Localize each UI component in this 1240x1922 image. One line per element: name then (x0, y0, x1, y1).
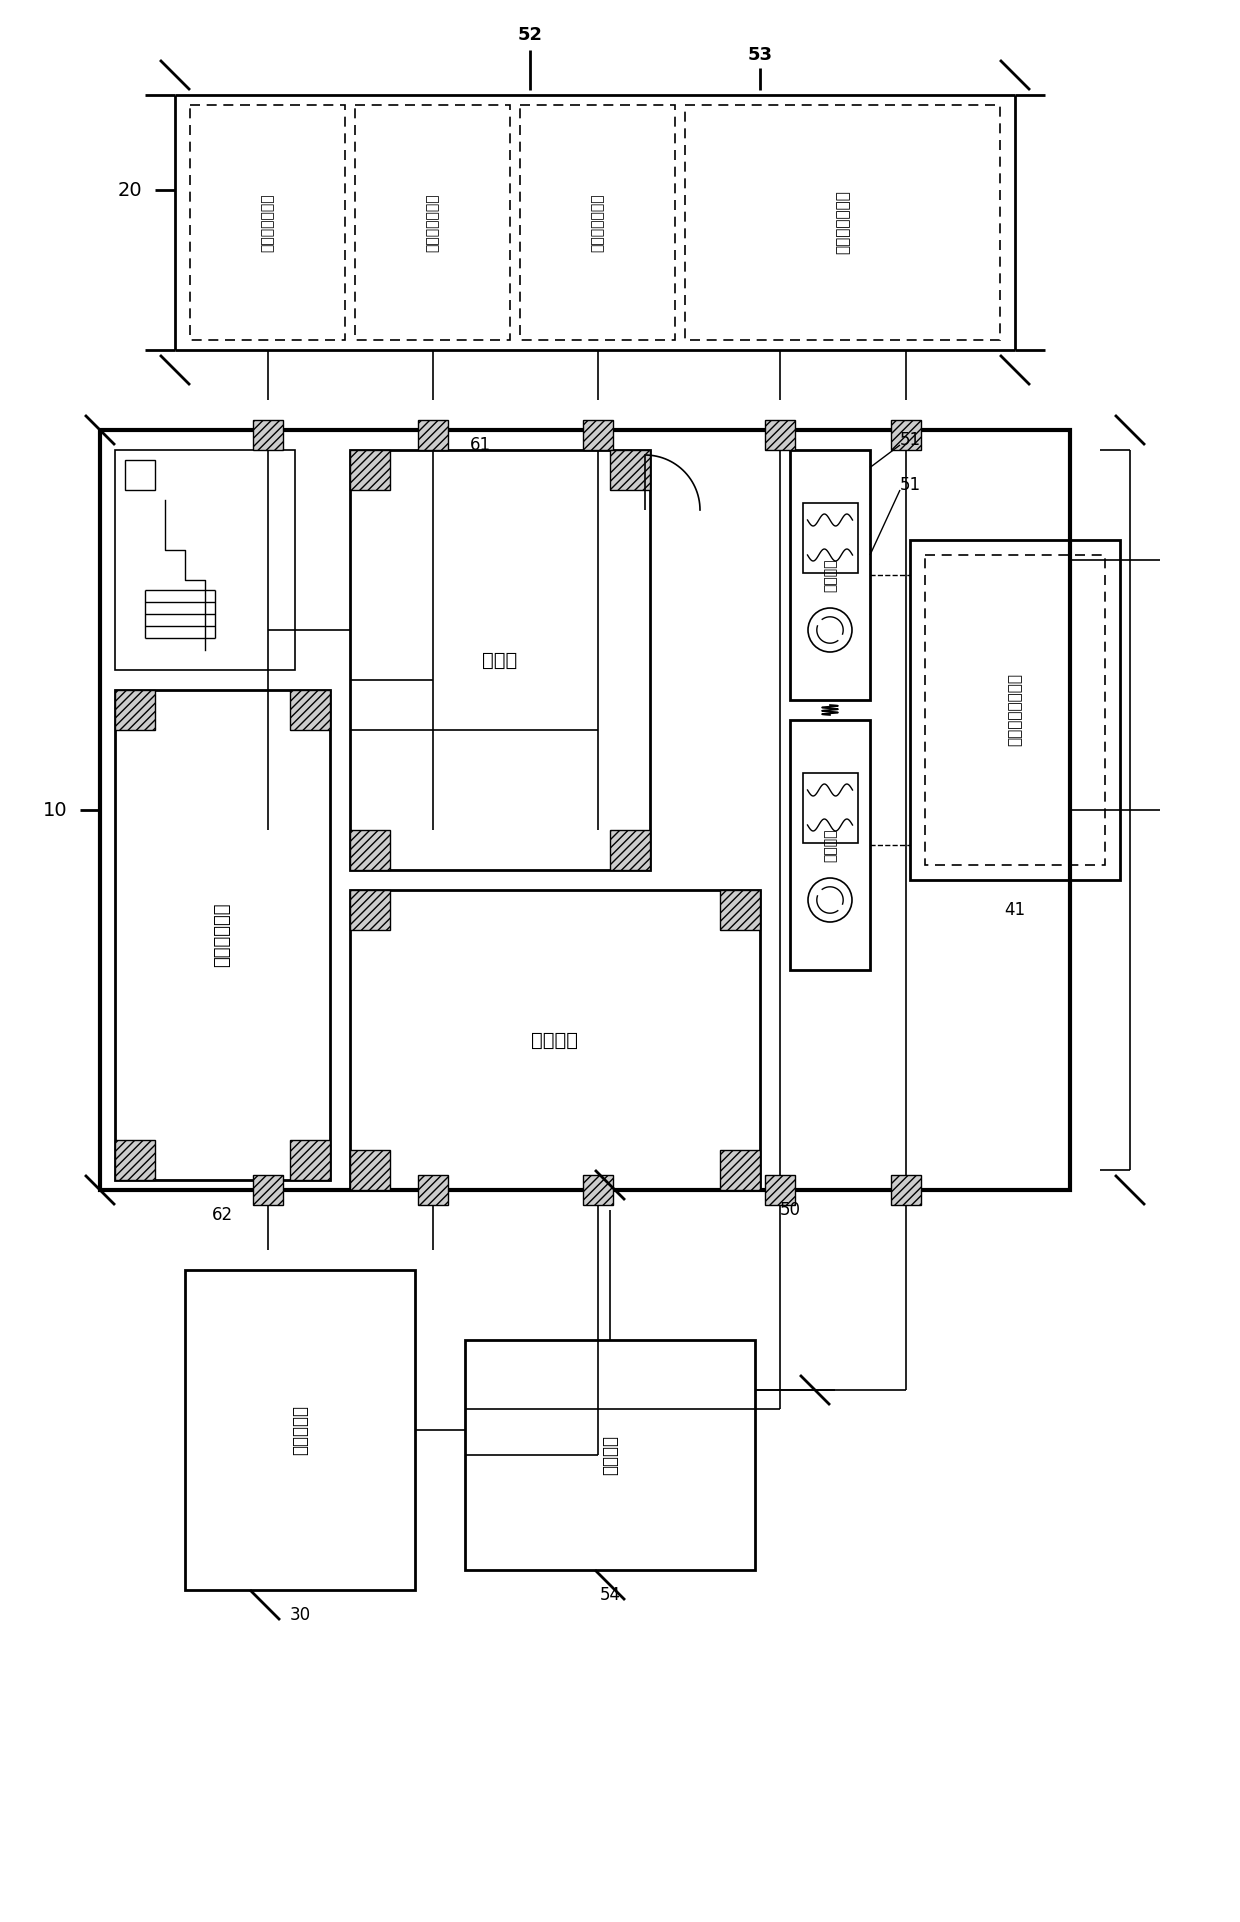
Bar (890, 421, 920, 450)
Bar (100, 431, 1070, 1190)
Bar (790, 450, 870, 700)
Text: 冷却水供应系统: 冷却水供应系统 (835, 190, 849, 254)
Bar (350, 1149, 391, 1190)
Bar (925, 555, 1105, 865)
Bar (350, 830, 391, 871)
Bar (115, 690, 155, 730)
Text: 20: 20 (118, 181, 143, 200)
Bar (765, 421, 795, 450)
Bar (350, 890, 760, 1190)
Text: 补充水供应系统: 补充水供应系统 (590, 194, 605, 252)
Bar (583, 1174, 613, 1205)
Bar (610, 830, 650, 871)
Bar (520, 106, 675, 340)
Text: 62: 62 (212, 1205, 233, 1224)
Bar (125, 459, 155, 490)
Text: 脱盐水供应系统: 脱盐水供应系统 (425, 194, 439, 252)
Bar (790, 721, 870, 971)
Bar (418, 1174, 448, 1205)
Text: 冷却系统: 冷却系统 (823, 557, 837, 592)
Bar (185, 1270, 415, 1589)
Text: 52: 52 (517, 27, 543, 44)
Text: 51: 51 (899, 431, 920, 450)
Text: 净化系统: 净化系统 (601, 1436, 619, 1474)
Bar (350, 890, 391, 930)
Bar (684, 106, 999, 340)
Text: 51: 51 (899, 477, 920, 494)
Bar (350, 450, 650, 871)
Bar (583, 421, 613, 450)
Bar (355, 106, 510, 340)
Text: 50: 50 (780, 1201, 801, 1219)
Bar (115, 450, 295, 671)
Bar (190, 106, 345, 340)
Bar (802, 502, 858, 573)
Bar (610, 450, 650, 490)
Bar (890, 1174, 920, 1205)
Text: 30: 30 (289, 1607, 310, 1624)
Bar (720, 1149, 760, 1190)
Bar (418, 421, 448, 450)
Text: 外部补给水: 外部补给水 (291, 1405, 309, 1455)
Text: 乏燃料池: 乏燃料池 (532, 1030, 579, 1049)
Bar (350, 450, 391, 490)
Circle shape (808, 607, 852, 652)
Circle shape (808, 878, 852, 923)
Text: 接料池: 接料池 (482, 650, 517, 669)
Bar (290, 690, 330, 730)
Text: 61: 61 (470, 436, 491, 454)
Text: 10: 10 (42, 800, 67, 819)
Text: 硕化水供应系统: 硕化水供应系统 (260, 194, 274, 252)
Text: 53: 53 (748, 46, 773, 63)
Bar (253, 1174, 283, 1205)
Text: 41: 41 (1004, 901, 1025, 919)
Bar (765, 1174, 795, 1205)
Bar (115, 690, 330, 1180)
Text: 54: 54 (599, 1586, 620, 1605)
Bar (802, 773, 858, 842)
Bar (910, 540, 1120, 880)
Bar (720, 890, 760, 930)
Bar (115, 1140, 155, 1180)
Bar (465, 1340, 755, 1570)
Bar (290, 1140, 330, 1180)
Text: 冷却系统: 冷却系统 (823, 828, 837, 861)
Text: 应急电力供应系统: 应急电力供应系统 (1007, 673, 1023, 746)
Bar (253, 421, 283, 450)
Text: 新燃料储存坑: 新燃料储存坑 (213, 903, 232, 967)
